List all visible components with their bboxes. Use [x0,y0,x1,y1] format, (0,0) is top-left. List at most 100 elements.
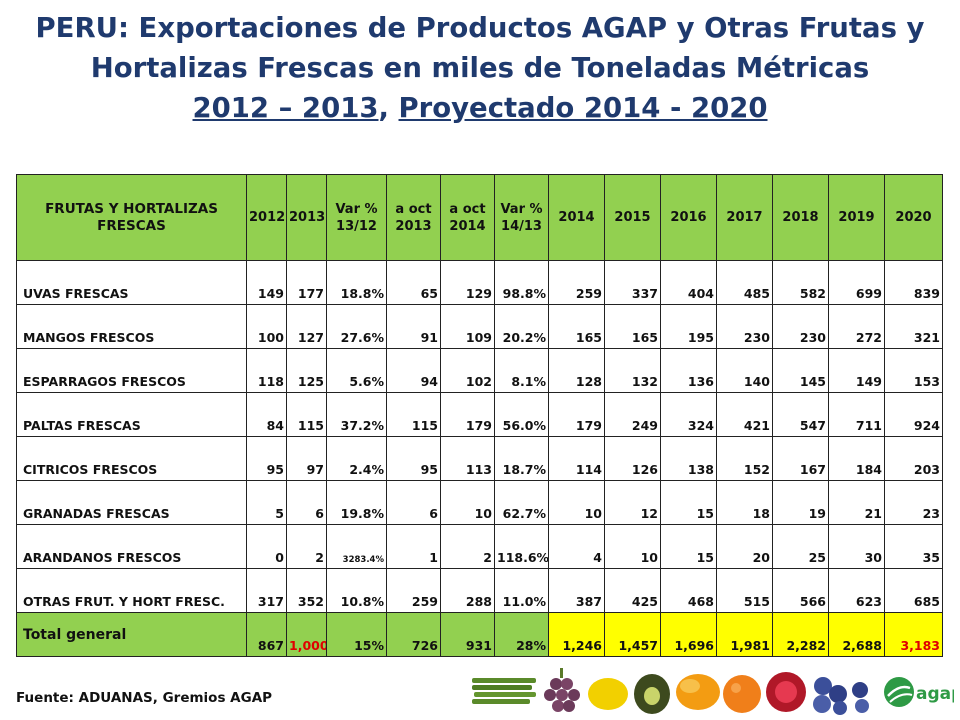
table-cell: 0 [246,524,287,569]
row-label: GRANADAS FRESCAS [16,480,247,525]
table-cell: 8.1% [494,348,549,393]
table-cell: 23 [884,480,943,525]
table-row: CITRICOS FRESCOS 95 97 2.4% 95 113 18.7% 114 126… [16,436,943,481]
table-cell: 115 [386,392,441,437]
table-cell: 20.2% [494,304,549,349]
row-label: OTRAS FRUT. Y HORT FRESC. [16,568,247,613]
table-cell: 15 [660,524,717,569]
table-cell: 113 [440,436,495,481]
table-cell: 924 [884,392,943,437]
table-cell: 12 [604,480,661,525]
table-cell: 288 [440,568,495,613]
table-cell: 115 [286,392,327,437]
table-cell: 27.6% [326,304,387,349]
table-cell: 18 [716,480,773,525]
column-header: a oct 2013 [386,174,441,261]
table-cell: 94 [386,348,441,393]
total-cell: 1,457 [604,612,661,657]
column-header: 2016 [660,174,717,261]
total-cell: 931 [440,612,495,657]
column-header: 2015 [604,174,661,261]
table-cell: 699 [828,260,885,305]
title-line-2: Hortalizas Frescas en miles de Toneladas… [90,52,870,84]
table-cell: 129 [440,260,495,305]
table-cell: 195 [660,304,717,349]
table-cell: 152 [716,436,773,481]
grapes-icon [544,668,580,712]
table-cell: 95 [246,436,287,481]
table-cell: 19.8% [326,480,387,525]
table-cell: 128 [548,348,605,393]
table-cell: 100 [246,304,287,349]
table-cell: 184 [828,436,885,481]
table-cell: 20 [716,524,773,569]
total-cell: 1,000 [286,612,327,657]
table-cell: 118 [246,348,287,393]
title-period-actual: 2012 – 2013 [192,92,379,124]
column-header: 2017 [716,174,773,261]
table-cell: 515 [716,568,773,613]
table-cell: 62.7% [494,480,549,525]
table-cell: 404 [660,260,717,305]
total-cell: 2,688 [828,612,885,657]
table-cell: 547 [772,392,829,437]
table-cell: 30 [828,524,885,569]
logo-text: agap [916,684,954,704]
total-cell: 1,246 [548,612,605,657]
table-cell: 118.6% [494,524,549,569]
table-cell: 321 [884,304,943,349]
table-cell: 839 [884,260,943,305]
total-cell: 3,183 [884,612,943,657]
table-cell: 249 [604,392,661,437]
produce-images [472,668,869,715]
table-cell: 1 [386,524,441,569]
title-period-projected: Proyectado 2014 - 2020 [398,92,768,124]
column-header: Var % 13/12 [326,174,387,261]
table-cell: 10.8% [326,568,387,613]
table-cell: 56.0% [494,392,549,437]
table-row: UVAS FRESCAS 149 177 18.8% 65 129 98.8% 259 337 4… [16,260,943,305]
table-cell: 259 [386,568,441,613]
total-cell: 1,696 [660,612,717,657]
table-cell: 136 [660,348,717,393]
table-cell: 5 [246,480,287,525]
table-cell: 468 [660,568,717,613]
total-cell: 867 [246,612,287,657]
table-cell: 97 [286,436,327,481]
table-cell: 98.8% [494,260,549,305]
lemon-icon [588,678,628,710]
total-cell: 28% [494,612,549,657]
table-cell: 179 [548,392,605,437]
table-cell: 425 [604,568,661,613]
row-label: UVAS FRESCAS [16,260,247,305]
table-row: GRANADAS FRESCAS 5 6 19.8% 6 10 62.7% 10 12 15 18 1… [16,480,943,525]
table-cell: 2 [286,524,327,569]
table-cell: 317 [246,568,287,613]
table-cell: 4 [548,524,605,569]
row-label: ESPARRAGOS FRESCOS [16,348,247,393]
table-cell: 149 [828,348,885,393]
table-cell: 324 [660,392,717,437]
table-cell: 15 [660,480,717,525]
title-line-3: 2012 – 2013, Proyectado 2014 - 2020 [20,88,940,128]
table-cell: 127 [286,304,327,349]
table-cell: 18.8% [326,260,387,305]
total-cell: 1,981 [716,612,773,657]
row-label: ARANDANOS FRESCOS [16,524,247,569]
total-row: Total general 867 1,000 15% 726 931 28% … [16,612,943,657]
table-cell: 138 [660,436,717,481]
title-separator: , [378,92,399,124]
table-cell: 6 [386,480,441,525]
total-cell: 15% [326,612,387,657]
table-cell: 203 [884,436,943,481]
table-cell: 2 [440,524,495,569]
column-header: 2020 [884,174,943,261]
column-header: 2013 [286,174,327,261]
table-cell: 19 [772,480,829,525]
table-cell: 125 [286,348,327,393]
column-header: 2019 [828,174,885,261]
table-cell: 114 [548,436,605,481]
table-cell: 37.2% [326,392,387,437]
table-cell: 165 [548,304,605,349]
total-cell: 726 [386,612,441,657]
